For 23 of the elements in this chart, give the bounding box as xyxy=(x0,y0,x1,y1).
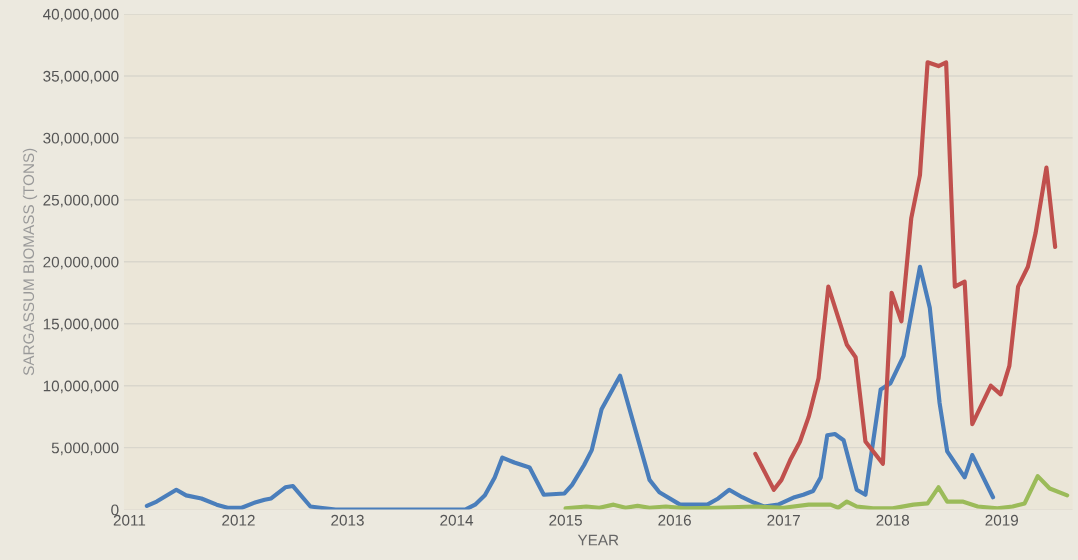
y-tick-label: 5,000,000 xyxy=(51,442,119,456)
y-tick-label: 15,000,000 xyxy=(43,318,119,332)
y-axis-title: SARGASSUM BIOMASS (TONS) xyxy=(22,148,38,376)
y-tick-label: 20,000,000 xyxy=(43,256,119,270)
x-tick-label: 2013 xyxy=(331,514,364,526)
x-tick-label: 2019 xyxy=(985,514,1019,526)
y-tick-label: 30,000,000 xyxy=(43,132,119,146)
x-tick-label: 2014 xyxy=(440,514,474,526)
y-tick-label: 35,000,000 xyxy=(43,70,119,84)
y-tick-label: 40,000,000 xyxy=(43,8,119,22)
line-series xyxy=(144,264,996,510)
x-tick-label: 2016 xyxy=(658,514,691,526)
x-tick-label: 2018 xyxy=(876,514,910,526)
y-tick-label: 0 xyxy=(111,504,119,516)
line-series xyxy=(563,474,1070,510)
line-series xyxy=(753,60,1058,492)
y-tick-label: 25,000,000 xyxy=(43,194,119,208)
x-tick-label: 2012 xyxy=(222,514,255,526)
x-tick-label: 2011 xyxy=(113,514,146,526)
x-tick-label: 2017 xyxy=(767,514,800,526)
y-tick-label: 10,000,000 xyxy=(43,380,119,394)
x-axis-title: YEAR xyxy=(577,534,619,546)
x-tick-label: 2015 xyxy=(549,514,582,526)
